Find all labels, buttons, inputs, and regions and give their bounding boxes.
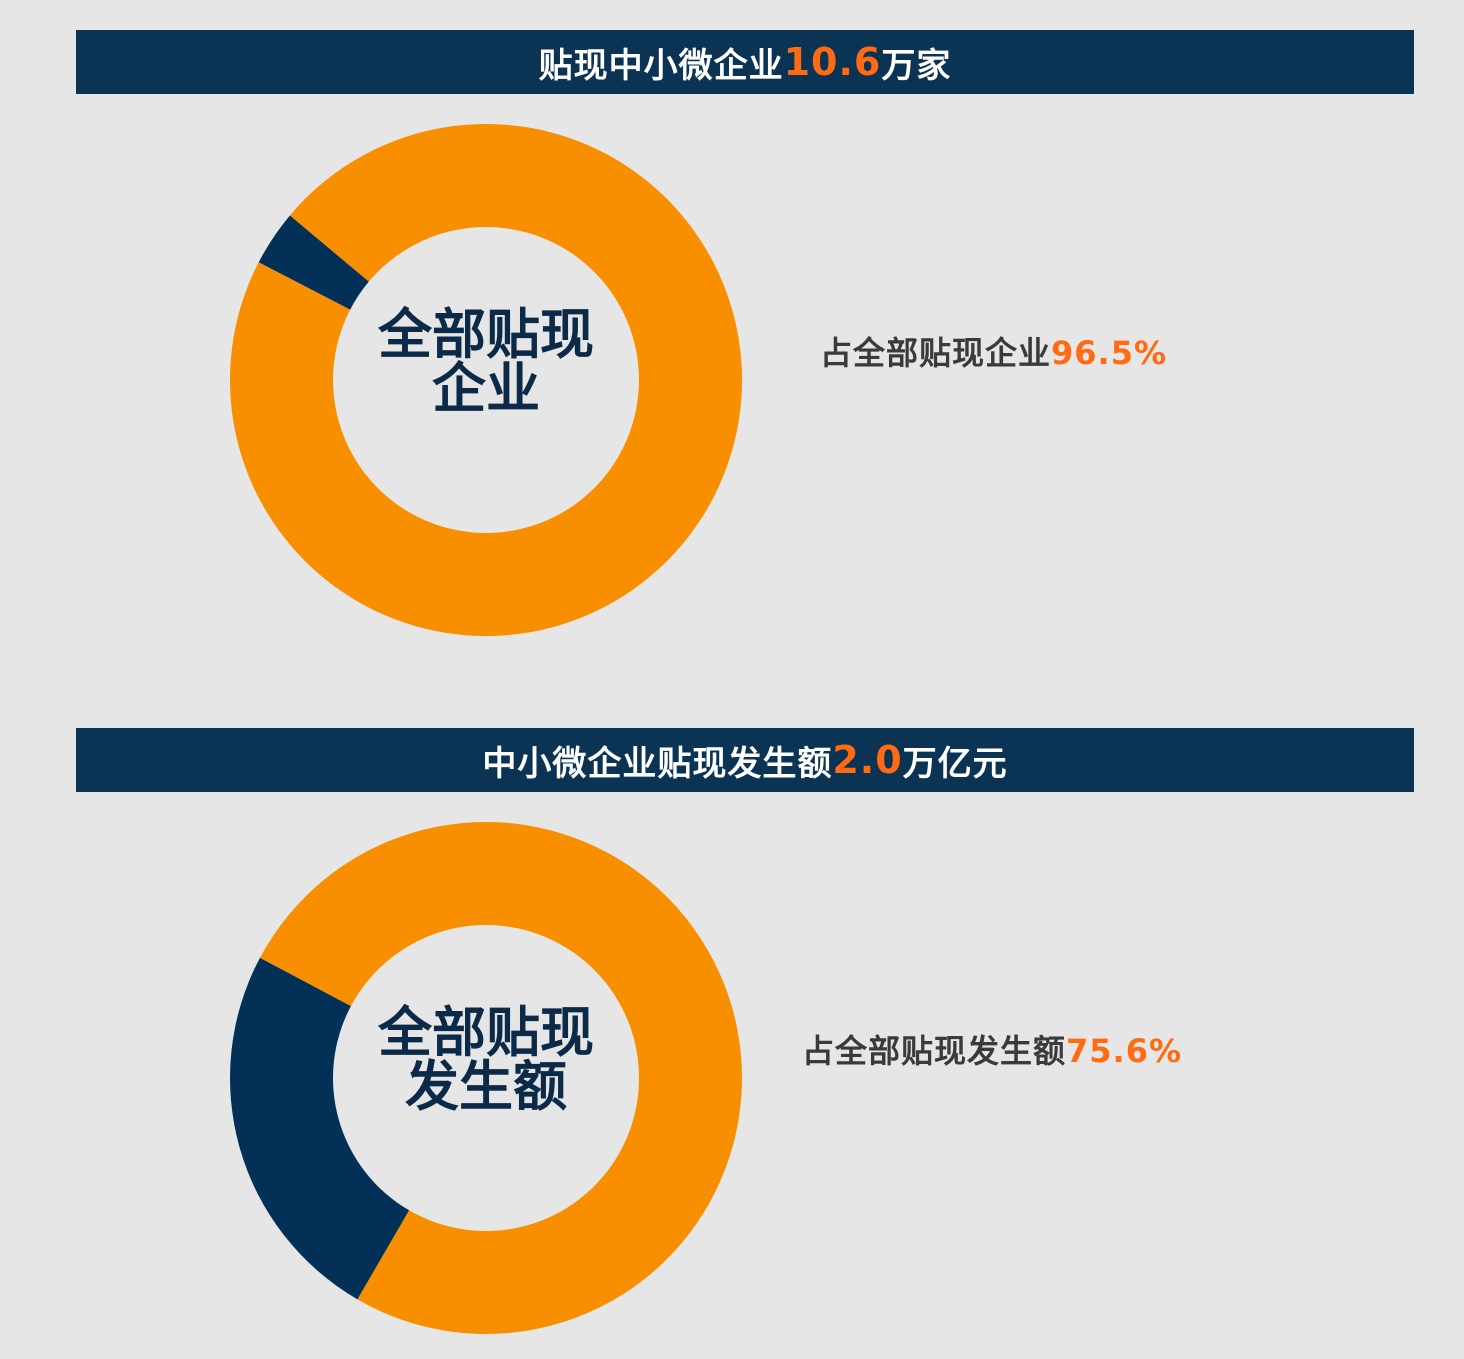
chart1-title-suffix: 万家 [881, 45, 952, 86]
chart1-title-value: 10.6 [783, 40, 882, 84]
chart1-title-banner: 贴现中小微企业 10.6 万家 [76, 30, 1414, 94]
donut-slice-share [230, 124, 742, 637]
chart1-annotation-prefix: 占全部贴现企业 [820, 334, 1052, 372]
chart2-title-suffix: 万亿元 [902, 743, 1008, 784]
chart1-annotation-value: 96.5% [1051, 334, 1168, 372]
chart2-annotation-prefix: 占全部贴现发生额 [802, 1032, 1067, 1070]
chart1-center-line1: 全部贴现 [378, 303, 594, 366]
chart1-title-prefix: 贴现中小微企业 [538, 45, 784, 86]
chart2-annotation-value: 75.6% [1066, 1032, 1183, 1070]
chart2-title-prefix: 中小微企业贴现发生额 [482, 743, 833, 784]
chart1-center-label: 全部贴现 企业 [336, 308, 636, 416]
chart2-title-value: 2.0 [832, 738, 903, 782]
chart1-annotation: 占全部贴现企业96.5% [820, 328, 1167, 374]
chart2-annotation: 占全部贴现发生额75.6% [802, 1026, 1182, 1072]
chart1-donut [230, 124, 742, 637]
donut-slice-share [259, 822, 742, 1334]
chart2-donut [229, 822, 742, 1334]
chart2-title-banner: 中小微企业贴现发生额 2.0 万亿元 [76, 728, 1414, 792]
chart1-center-line2: 企业 [432, 357, 540, 420]
chart2-center-line1: 全部贴现 [378, 1001, 594, 1064]
donut-slice-rest [229, 957, 410, 1300]
donut-slice-rest [258, 215, 369, 310]
chart2-center-line2: 发生额 [405, 1055, 567, 1118]
chart2-center-label: 全部贴现 发生额 [336, 1006, 636, 1114]
